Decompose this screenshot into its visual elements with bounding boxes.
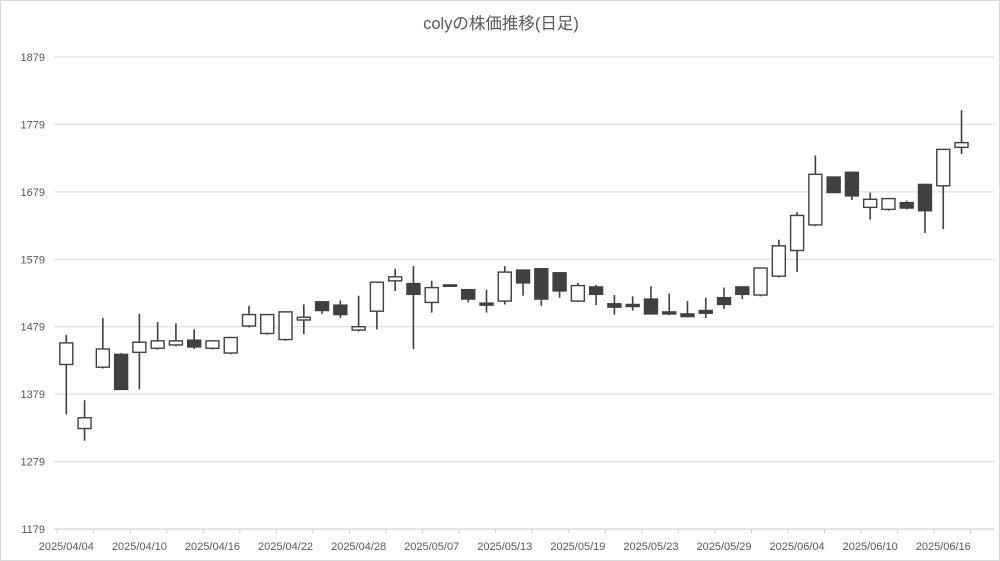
candle-body-down bbox=[588, 286, 604, 296]
y-axis-tick-label: 1879 bbox=[21, 52, 45, 64]
candle-body-up bbox=[369, 281, 385, 312]
candle-body-down bbox=[643, 298, 659, 315]
y-axis-tick-label: 1279 bbox=[21, 457, 45, 469]
x-axis-tick-label: 2025/04/16 bbox=[185, 541, 240, 553]
candle-body-down bbox=[698, 309, 713, 314]
candle-body-up bbox=[954, 141, 969, 149]
candle-body-up bbox=[497, 271, 512, 302]
x-axis bbox=[56, 529, 972, 533]
candle-body-down bbox=[662, 311, 677, 315]
x-axis-tick-label: 2025/04/22 bbox=[258, 541, 313, 553]
x-axis-tick-label: 2025/05/13 bbox=[477, 541, 532, 553]
candle-body-down bbox=[333, 304, 348, 316]
candle-body-up bbox=[278, 311, 293, 341]
x-axis-tick-label: 2025/05/07 bbox=[404, 541, 459, 553]
candle-body-up bbox=[753, 267, 768, 296]
candle-body-down bbox=[844, 171, 860, 197]
y-axis-tick-label: 1779 bbox=[21, 119, 45, 131]
candle-body-down bbox=[552, 272, 567, 292]
candle-body-up bbox=[808, 173, 823, 226]
x-axis-tick-label: 2025/05/29 bbox=[696, 541, 751, 553]
candle-body-up bbox=[351, 326, 366, 331]
x-axis-labels: 2025/04/04 2025/04/10 2025/04/16 2025/04/22… bbox=[39, 541, 971, 553]
candle-body-down bbox=[607, 303, 622, 308]
candle-body-up bbox=[387, 276, 403, 282]
x-axis-tick-label: 2025/06/10 bbox=[843, 541, 898, 553]
candle-body-up bbox=[150, 340, 165, 349]
candle-body-down bbox=[314, 301, 330, 312]
y-axis-tick-label: 1379 bbox=[21, 389, 45, 401]
candle-body-up bbox=[205, 340, 220, 349]
candle-body-up bbox=[59, 342, 74, 366]
x-axis-tick-label: 2025/04/10 bbox=[112, 541, 167, 553]
y-axis-labels: 1879 1779 1679 1579 1479 1379 1279 1179 bbox=[21, 52, 45, 536]
candle-body-down bbox=[113, 353, 129, 391]
candle-body-up bbox=[132, 341, 147, 354]
candle-body-down bbox=[826, 176, 841, 194]
x-axis-tick-label: 2025/06/16 bbox=[916, 541, 971, 553]
candle-body-up bbox=[936, 148, 951, 187]
candle-body-down bbox=[625, 303, 640, 308]
candle-body-down bbox=[716, 297, 732, 306]
candle-body-down bbox=[899, 201, 914, 209]
candle-body-down bbox=[534, 268, 549, 300]
candle-body-up bbox=[570, 284, 586, 302]
y-axis-tick-label: 1579 bbox=[21, 254, 45, 266]
candle-body-up bbox=[95, 348, 111, 368]
x-axis-tick-label: 2025/04/04 bbox=[39, 541, 94, 553]
x-axis-tick-label: 2025/05/19 bbox=[550, 541, 605, 553]
candle-body-down bbox=[479, 302, 494, 306]
candle-body-up bbox=[77, 417, 92, 430]
candle-body-up bbox=[424, 286, 439, 304]
candle-body-down bbox=[442, 284, 458, 288]
y-axis-tick-label: 1479 bbox=[21, 322, 45, 334]
candle-body-up bbox=[296, 316, 312, 321]
candle-body-up bbox=[168, 340, 184, 346]
gridlines bbox=[54, 56, 994, 530]
candle-body-up bbox=[241, 313, 257, 327]
x-axis-tick-label: 2025/04/28 bbox=[331, 541, 386, 553]
y-axis-tick-label: 1679 bbox=[21, 187, 45, 199]
candle-body-up bbox=[260, 313, 275, 335]
candlesticks bbox=[59, 110, 969, 441]
candle-body-down bbox=[515, 269, 531, 284]
candle-body-down bbox=[406, 282, 421, 296]
candle-body-down bbox=[186, 339, 202, 348]
candle-body-down bbox=[461, 288, 476, 300]
candle-body-up bbox=[789, 214, 805, 252]
candle-body-down bbox=[735, 286, 750, 296]
x-axis-tick-label: 2025/06/04 bbox=[770, 541, 825, 553]
candle-body-up bbox=[881, 197, 896, 211]
candle-body-down bbox=[680, 313, 695, 318]
candle-body-up bbox=[771, 245, 787, 277]
chart-title: colyの株価推移(日足) bbox=[423, 14, 579, 33]
y-axis-tick-label: 1179 bbox=[21, 524, 45, 536]
candle-body-up bbox=[223, 336, 238, 354]
x-axis-tick-label: 2025/05/23 bbox=[623, 541, 678, 553]
candle-body-down bbox=[917, 183, 933, 212]
candle-body-up bbox=[862, 198, 878, 209]
